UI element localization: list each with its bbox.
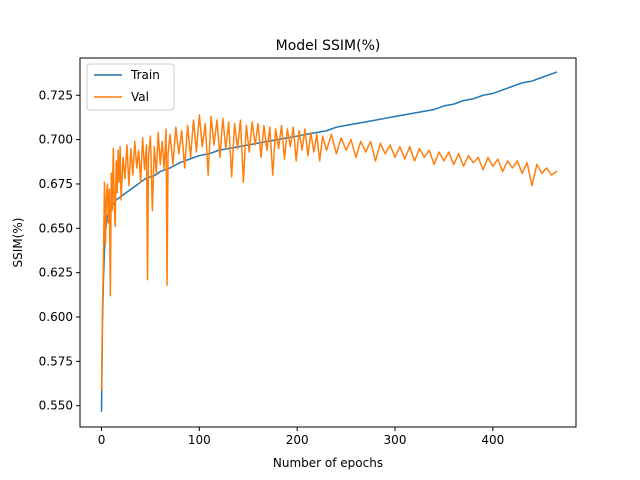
legend: Train Val (86, 63, 175, 111)
y-tick-label: 0.725 (39, 88, 73, 102)
axes-frame (79, 57, 577, 428)
x-tick-label: 300 (384, 433, 407, 447)
chart-title: Model SSIM(%) (276, 38, 381, 54)
x-axis-label: Number of epochs (273, 456, 383, 470)
y-axis-ticks: 0.550 0.575 0.600 0.625 0.650 0.675 0.700 0.725 (39, 88, 80, 413)
x-tick-label: 200 (286, 433, 309, 447)
series-layer (100, 71, 558, 412)
x-axis-ticks: 0 100 200 300 400 (98, 427, 504, 447)
x-tick-label: 100 (188, 433, 211, 447)
y-tick-label: 0.700 (39, 133, 73, 147)
legend-label-train: Train (130, 68, 160, 82)
x-tick-label: 0 (98, 433, 106, 447)
y-tick-label: 0.650 (39, 221, 73, 235)
y-tick-label: 0.600 (39, 310, 73, 324)
legend-label-val: Val (131, 90, 149, 104)
x-tick-label: 400 (481, 433, 504, 447)
y-tick-label: 0.625 (39, 266, 73, 280)
y-tick-label: 0.575 (39, 354, 73, 368)
y-tick-label: 0.675 (39, 177, 73, 191)
y-tick-label: 0.550 (39, 399, 73, 413)
y-axis-label: SSIM(%) (11, 218, 25, 268)
plot-area: 0 100 200 300 400 0.5500.5750.6000.6250.6500… (39, 57, 577, 447)
series-line-val (100, 114, 558, 391)
